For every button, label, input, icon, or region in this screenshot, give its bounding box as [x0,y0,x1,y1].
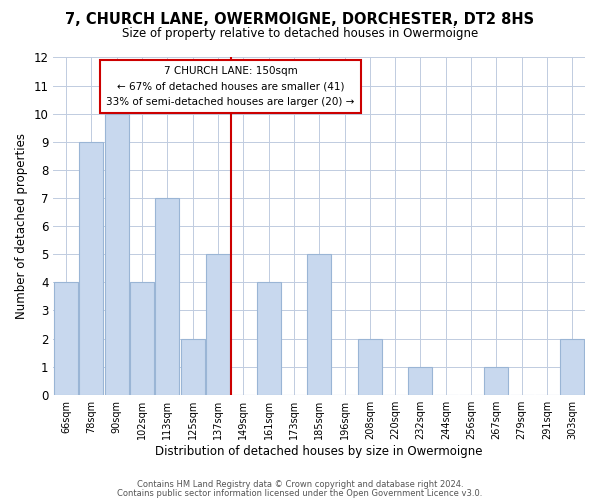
Text: Contains public sector information licensed under the Open Government Licence v3: Contains public sector information licen… [118,488,482,498]
X-axis label: Distribution of detached houses by size in Owermoigne: Distribution of detached houses by size … [155,444,483,458]
Bar [130,282,154,395]
Text: Size of property relative to detached houses in Owermoigne: Size of property relative to detached ho… [122,28,478,40]
Bar [104,114,129,394]
Bar [206,254,230,394]
Bar [181,338,205,394]
Y-axis label: Number of detached properties: Number of detached properties [15,133,28,319]
Bar [155,198,179,394]
Bar [560,338,584,394]
Bar [257,282,281,395]
Text: Contains HM Land Registry data © Crown copyright and database right 2024.: Contains HM Land Registry data © Crown c… [137,480,463,489]
Text: 7 CHURCH LANE: 150sqm
← 67% of detached houses are smaller (41)
33% of semi-deta: 7 CHURCH LANE: 150sqm ← 67% of detached … [106,66,355,107]
Bar [79,142,103,395]
Bar [484,366,508,394]
Bar [307,254,331,394]
Text: 7, CHURCH LANE, OWERMOIGNE, DORCHESTER, DT2 8HS: 7, CHURCH LANE, OWERMOIGNE, DORCHESTER, … [65,12,535,28]
Bar [54,282,78,395]
Bar [358,338,382,394]
Bar [409,366,433,394]
